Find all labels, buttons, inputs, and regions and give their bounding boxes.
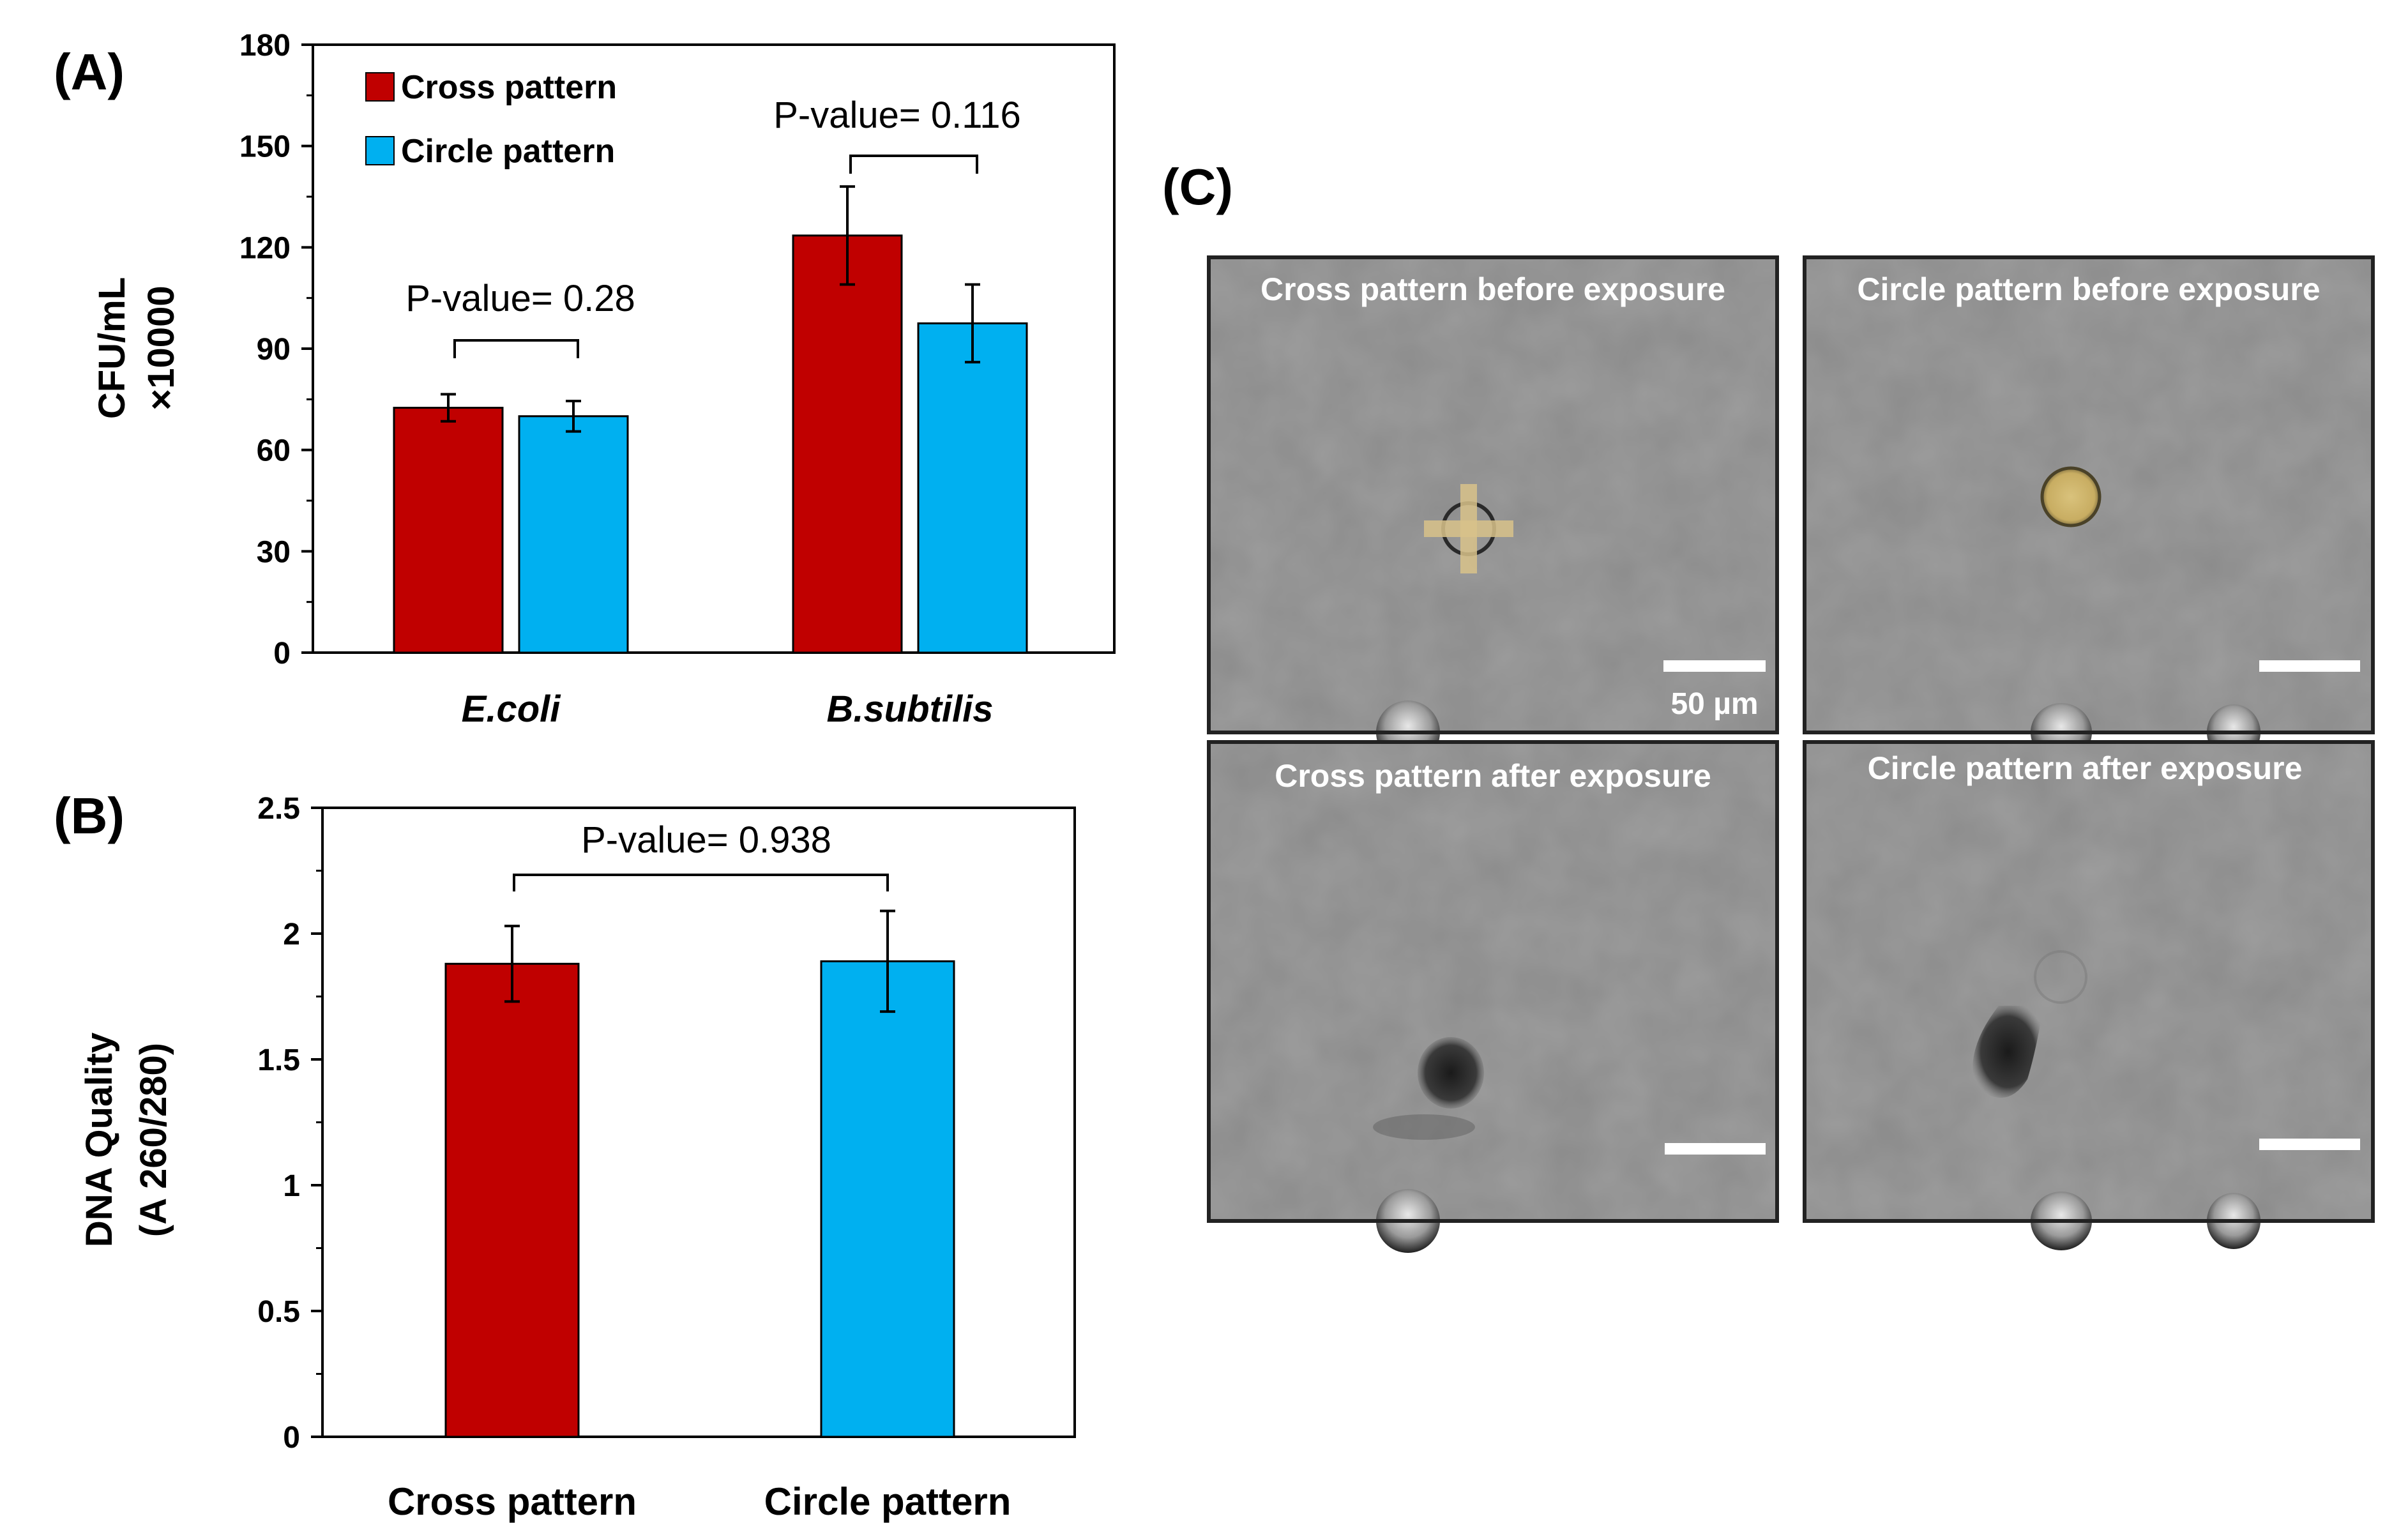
micrograph-title-cross-after: Cross pattern after exposure (1275, 758, 1711, 794)
chart-a: 0 30 60 90 120 150 180 E.coli B.subtilis Cross pa… (239, 29, 1116, 730)
y-tick-label: 0 (283, 1421, 300, 1455)
y-tick-label: 0 (273, 637, 291, 671)
y-tick-label: 90 (257, 333, 291, 367)
legend-label: Cross pattern (401, 69, 617, 106)
chart-a-pvalue-bsubtilis: P-value= 0.116 (773, 95, 1020, 136)
chart-b-ylabel-ratio: (A 260/280) (133, 1043, 174, 1237)
significance-bracket (453, 339, 579, 358)
chart-a-pvalue-ecoli: P-value= 0.28 (405, 278, 635, 319)
bar-circle (518, 415, 629, 654)
micrograph-circle-before: Circle pattern before exposure (1803, 255, 2375, 762)
micrograph-cross-after: Cross pattern after exposure (1207, 740, 1779, 1253)
y-tick-label: 0.5 (257, 1295, 300, 1329)
panel-label-b: (B) (54, 787, 125, 844)
bar-cross (444, 962, 580, 1438)
plot-frame (321, 807, 1076, 1438)
scale-bar-label: 50 µm (1670, 687, 1758, 721)
scale-bar (2259, 1139, 2360, 1150)
micrograph-circle-after: Circle pattern after exposure (1803, 740, 2375, 1250)
significance-bracket (849, 155, 978, 174)
debris-icon (1973, 1006, 2043, 1098)
y-tick-label: 30 (257, 535, 291, 569)
micrograph-title-cross-before: Cross pattern before exposure (1261, 271, 1725, 307)
micrograph-title-circle-after: Circle pattern after exposure (1868, 750, 2303, 786)
chart-b: 0 0.5 1 1.5 2 2.5 Cross pattern Circle pattern (257, 792, 1076, 1523)
y-tick-label: 60 (257, 434, 291, 468)
significance-bracket (513, 874, 889, 891)
y-tick-label: 1.5 (257, 1043, 300, 1077)
micrograph-title-circle-before: Circle pattern before exposure (1857, 271, 2320, 307)
y-tick-label: 2 (283, 918, 300, 951)
chart-a-ylabel-multiplier: ×10000 (140, 285, 182, 410)
chart-a-ylabel: CFU/mL (91, 277, 133, 419)
y-tick-label: 150 (239, 130, 291, 164)
y-tick-label: 120 (239, 231, 291, 265)
scale-bar (1665, 1143, 1766, 1155)
panel-label-a: (A) (54, 43, 125, 100)
panel-label-c: (C) (1162, 158, 1233, 215)
legend-swatch (365, 136, 395, 165)
bar-circle (820, 960, 955, 1438)
micrograph-cross-before: 50 µm Cross pattern before exposure (1207, 255, 1779, 764)
chart-b-ylabel: DNA Quality (79, 1033, 120, 1247)
y-tick-label: 2.5 (257, 792, 300, 826)
legend-swatch (365, 72, 395, 102)
legend-label: Circle pattern (401, 133, 615, 170)
y-tick-label: 1 (283, 1169, 300, 1203)
scale-bar (2259, 660, 2360, 672)
category-label: Circle pattern (764, 1480, 1011, 1523)
debris-icon (1418, 1037, 1484, 1109)
scale-bar (1663, 660, 1766, 672)
chart-b-pvalue: P-value= 0.938 (581, 819, 831, 861)
bar-cross (393, 407, 504, 654)
bar-circle (917, 322, 1028, 654)
category-label: B.subtilis (826, 688, 993, 730)
category-label: Cross pattern (388, 1480, 637, 1523)
bar-cross (792, 234, 903, 654)
category-label: E.coli (462, 688, 562, 730)
circle-pattern-icon (2040, 466, 2101, 527)
y-tick-label: 180 (239, 29, 291, 63)
